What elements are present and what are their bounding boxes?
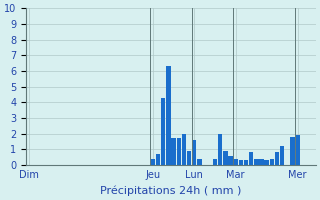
Bar xyxy=(197,159,202,165)
Bar xyxy=(228,156,233,165)
Bar xyxy=(213,159,217,165)
Bar xyxy=(177,138,181,165)
Bar xyxy=(290,137,295,165)
Bar xyxy=(280,146,284,165)
Bar xyxy=(172,138,176,165)
Bar xyxy=(151,159,155,165)
Bar xyxy=(223,151,228,165)
Bar xyxy=(270,159,274,165)
Bar xyxy=(254,159,259,165)
Bar xyxy=(166,66,171,165)
Bar xyxy=(265,160,269,165)
Bar xyxy=(156,154,160,165)
Bar xyxy=(192,140,196,165)
Bar xyxy=(249,152,253,165)
X-axis label: Précipitations 24h ( mm ): Précipitations 24h ( mm ) xyxy=(100,185,242,196)
Bar xyxy=(161,98,165,165)
Bar xyxy=(259,159,264,165)
Bar xyxy=(187,151,191,165)
Bar xyxy=(244,160,248,165)
Bar xyxy=(234,159,238,165)
Bar xyxy=(182,134,186,165)
Bar xyxy=(218,134,222,165)
Bar xyxy=(296,135,300,165)
Bar xyxy=(239,160,243,165)
Bar xyxy=(275,152,279,165)
